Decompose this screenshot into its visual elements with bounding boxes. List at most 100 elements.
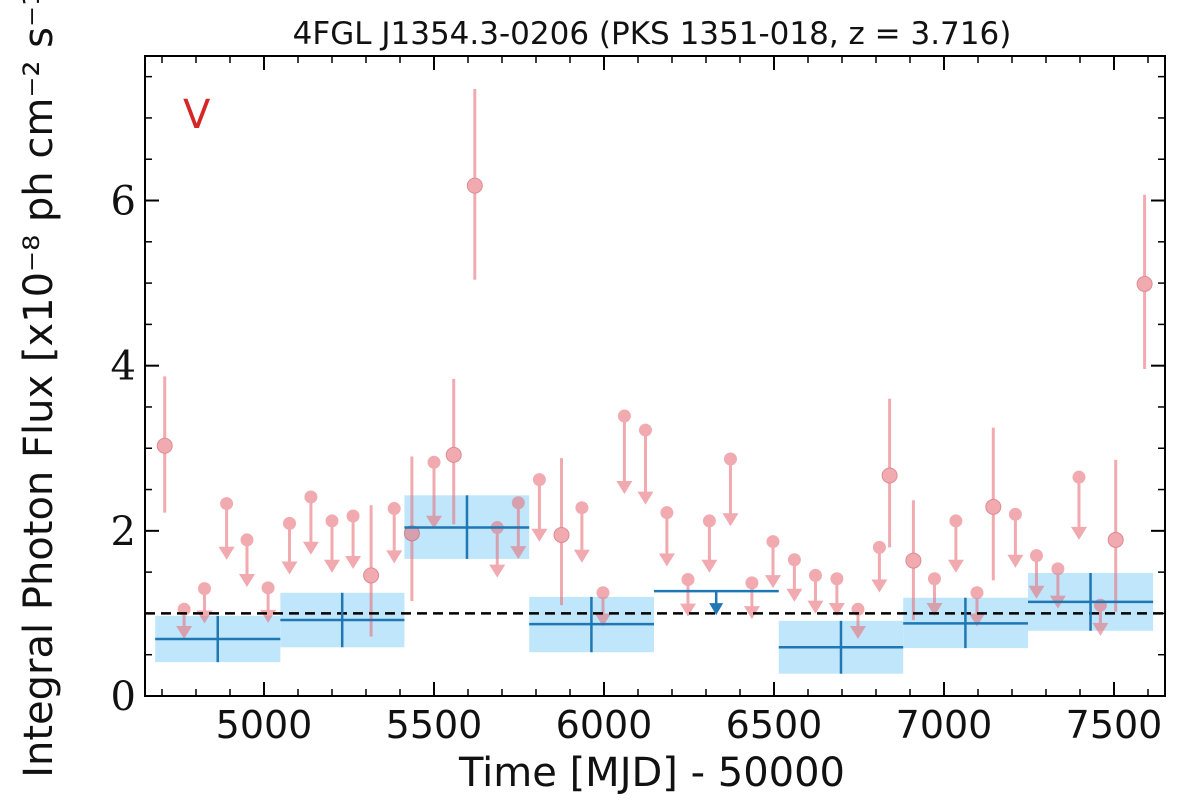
- upper-limit-arrow-head: [743, 606, 760, 620]
- long-bin-detection: [404, 495, 530, 559]
- upper-limit-marker: [970, 586, 984, 600]
- long-bin-detection: [903, 597, 1028, 649]
- upper-limit-marker: [766, 535, 780, 549]
- detection-marker: [1107, 531, 1124, 548]
- short-bin-upper-limit: [722, 452, 739, 527]
- short-bin-upper-limit: [701, 514, 718, 573]
- short-bin-upper-limit: [637, 423, 654, 505]
- plot-area: [145, 89, 1165, 674]
- upper-limit-marker: [387, 502, 401, 516]
- axes: 5000 5500 6000 6500 7000 7500 0 2 4 6: [111, 56, 1165, 747]
- upper-limit-arrow-head: [281, 561, 298, 575]
- y-axis-label: Integral Photon Flux [x10⁻⁸ ph cm⁻² s⁻¹]: [16, 0, 62, 778]
- detection-marker: [905, 552, 922, 569]
- upper-limit-arrow-head: [324, 559, 340, 573]
- detection-marker: [553, 526, 570, 543]
- short-bin-upper-limit: [1070, 470, 1087, 540]
- short-bin-upper-limit: [743, 576, 760, 620]
- upper-limit-arrow-head: [871, 579, 888, 593]
- y-tick-label: 6: [111, 179, 136, 225]
- detection-marker: [1136, 275, 1153, 292]
- long-bin-detection: [529, 596, 654, 653]
- upper-limit-marker: [787, 553, 801, 567]
- upper-limit-marker: [427, 455, 441, 469]
- upper-limit-marker: [596, 586, 610, 600]
- short-bin-upper-limit: [345, 509, 362, 569]
- upper-limit-arrow-head: [968, 613, 985, 627]
- short-bin-upper-limit: [828, 572, 845, 617]
- long-bin-upper-limit: [653, 589, 779, 616]
- upper-limit-marker: [830, 572, 844, 586]
- upper-limit-marker: [723, 452, 737, 466]
- upper-limit-arrow-head: [1028, 585, 1045, 599]
- x-tick-label: 7500: [1066, 703, 1163, 747]
- upper-limit-marker: [532, 473, 546, 487]
- detection-marker: [881, 467, 898, 484]
- upper-limit-marker: [283, 516, 296, 530]
- upper-limit-arrow-head: [849, 625, 866, 639]
- upper-limit-marker: [872, 540, 886, 554]
- short-bin-upper-limit: [786, 553, 803, 602]
- upper-limit-arrow-head: [176, 625, 193, 639]
- upper-limit-marker: [702, 514, 716, 528]
- upper-limit-marker: [1029, 549, 1043, 563]
- long-bin-detection: [778, 620, 904, 674]
- upper-limit-marker: [198, 582, 211, 596]
- long-bin-detection: [155, 615, 281, 663]
- upper-limit-arrow-head: [807, 600, 824, 614]
- upper-limit-arrow-head: [594, 613, 611, 627]
- short-bin-detection: [553, 458, 570, 606]
- x-axis-label: Time [MJD] - 50000: [458, 750, 845, 796]
- short-bin-detection: [1107, 459, 1124, 612]
- detection-marker: [466, 177, 483, 194]
- upper-limit-arrow-head: [701, 559, 718, 573]
- plot-frame: [144, 55, 1166, 697]
- upper-limit-marker: [220, 497, 234, 511]
- upper-limit-arrow-head: [510, 546, 527, 560]
- upper-limit-arrow-head: [386, 550, 403, 564]
- short-bin-upper-limit: [658, 506, 675, 567]
- upper-limit-arrow-head: [531, 528, 548, 542]
- upper-limit-marker: [1008, 507, 1022, 521]
- short-bin-detection: [466, 89, 483, 280]
- short-bin-upper-limit: [281, 516, 298, 575]
- short-bin-detection: [905, 500, 922, 621]
- detection-marker: [985, 498, 1002, 515]
- y-tick-label: 0: [111, 674, 136, 720]
- upper-limit-marker: [949, 514, 963, 528]
- upper-limit-arrow-head: [679, 603, 696, 617]
- y-tick-label: 2: [111, 509, 136, 555]
- upper-limit-marker: [240, 533, 254, 547]
- upper-limit-marker: [681, 573, 695, 587]
- long-bin-detection: [280, 592, 405, 648]
- short-bin-upper-limit: [926, 572, 943, 617]
- upper-limit-marker: [808, 568, 822, 582]
- short-bin-upper-limit: [616, 409, 633, 495]
- detection-marker: [445, 446, 462, 463]
- long-bin-upper-limit-head: [709, 603, 724, 616]
- upper-limit-marker: [325, 514, 339, 528]
- upper-limit-arrow-head: [828, 603, 845, 617]
- short-bin-upper-limit: [531, 473, 548, 542]
- chart-title: 4FGL J1354.3-0206 (PKS 1351-018, z = 3.7…: [293, 16, 1012, 52]
- short-bin-detection: [1136, 194, 1153, 369]
- upper-limit-marker: [575, 501, 589, 515]
- upper-limit-marker: [617, 409, 631, 423]
- upper-limit-marker: [1072, 470, 1086, 484]
- upper-limit-marker: [1051, 562, 1065, 576]
- upper-limit-marker: [745, 576, 759, 590]
- upper-limit-arrow-head: [786, 588, 803, 602]
- x-tick-label: 7000: [896, 703, 993, 747]
- short-bin-upper-limit: [871, 540, 888, 593]
- upper-limit-arrow-head: [1092, 622, 1109, 636]
- upper-limit-arrow-head: [764, 575, 781, 589]
- x-tick-label: 5500: [386, 703, 483, 747]
- upper-limit-marker: [346, 509, 360, 523]
- panel-tag: V: [183, 92, 211, 138]
- short-bin-upper-limit: [426, 455, 442, 529]
- upper-limit-arrow-head: [489, 564, 506, 578]
- upper-limit-marker: [660, 506, 674, 520]
- upper-limit-marker: [638, 423, 652, 437]
- short-bin-upper-limit: [1007, 507, 1024, 568]
